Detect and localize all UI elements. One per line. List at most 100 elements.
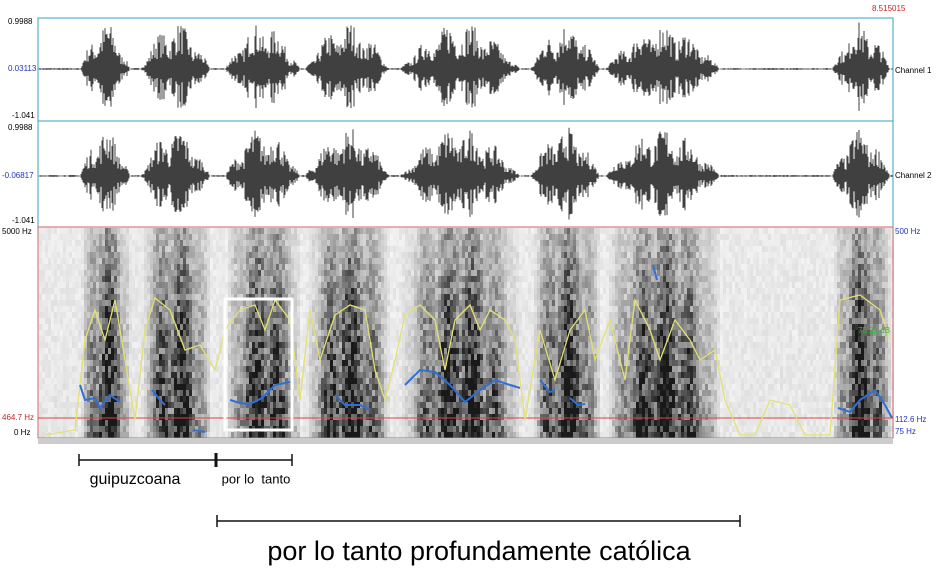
- spectrogram-cell: [228, 372, 231, 378]
- spectrogram-cell: [147, 354, 150, 360]
- spectrogram-cell: [396, 282, 399, 288]
- spectrogram-cell: [420, 258, 423, 264]
- spectrogram-cell: [315, 390, 318, 396]
- spectrogram-cell: [459, 282, 462, 288]
- spectrogram-cell: [168, 420, 171, 426]
- spectrogram-cell: [408, 318, 411, 324]
- spectrogram-cell: [204, 348, 207, 354]
- spectrogram-cell: [417, 414, 420, 420]
- spectrogram-cell: [444, 360, 447, 366]
- spectrogram-cell: [390, 348, 393, 354]
- spectrogram-cell: [84, 426, 87, 432]
- spectrogram-cell: [54, 378, 57, 384]
- spectrogram-cell: [75, 252, 78, 258]
- spectrogram-cell: [321, 378, 324, 384]
- spectrogram-cell: [243, 336, 246, 342]
- spectrogram-cell: [186, 270, 189, 276]
- spectrogram-cell: [171, 348, 174, 354]
- spectrogram-cell: [174, 276, 177, 282]
- spectrogram-cell: [333, 324, 336, 330]
- spectrogram-cell: [144, 354, 147, 360]
- spectrogram-cell: [429, 354, 432, 360]
- spectrogram-cell: [135, 342, 138, 348]
- spectrogram-cell: [414, 378, 417, 384]
- spectrogram-cell: [414, 324, 417, 330]
- spectrogram-cell: [246, 420, 249, 426]
- spectrogram-cell: [375, 324, 378, 330]
- spectrogram-cell: [426, 384, 429, 390]
- spectrogram-cell: [72, 360, 75, 366]
- spectrogram-cell: [315, 336, 318, 342]
- spectrogram-cell: [348, 276, 351, 282]
- spectrogram-cell: [120, 306, 123, 312]
- spectrogram-cell: [57, 336, 60, 342]
- spectrogram-cell: [90, 420, 93, 426]
- spectrogram-cell: [63, 360, 66, 366]
- spectrogram-cell: [114, 348, 117, 354]
- spectrogram-cell: [462, 234, 465, 240]
- spectrogram-cell: [387, 306, 390, 312]
- spectrogram-cell: [159, 270, 162, 276]
- spectrogram-cell: [72, 276, 75, 282]
- spectrogram-cell: [351, 318, 354, 324]
- spectrogram-cell: [174, 312, 177, 318]
- spectrogram-cell: [411, 402, 414, 408]
- spectrogram-cell: [153, 354, 156, 360]
- spectrogram-cell: [402, 426, 405, 432]
- spectrogram-cell: [435, 342, 438, 348]
- spectrogram-cell: [420, 294, 423, 300]
- spectrogram-cell: [48, 318, 51, 324]
- spectrogram-cell: [261, 336, 264, 342]
- spectrogram-cell: [381, 300, 384, 306]
- spectrogram-cell: [417, 228, 420, 234]
- spectrogram-cell: [102, 354, 105, 360]
- spectrogram-cell: [93, 240, 96, 246]
- spectrogram-cell: [375, 300, 378, 306]
- spectrogram-cell: [282, 372, 285, 378]
- spectrogram-cell: [318, 264, 321, 270]
- spectrogram-cell: [141, 270, 144, 276]
- spectrogram-cell: [87, 282, 90, 288]
- spectrogram-cell: [330, 246, 333, 252]
- spectrogram-cell: [60, 420, 63, 426]
- spectrogram-cell: [423, 402, 426, 408]
- spectrogram-cell: [411, 414, 414, 420]
- spectrogram-cell: [258, 246, 261, 252]
- spectrogram-cell: [249, 330, 252, 336]
- spectrogram-cell: [63, 378, 66, 384]
- spectrogram-cell: [375, 270, 378, 276]
- spectrogram-cell: [129, 342, 132, 348]
- spectrogram-cell: [405, 246, 408, 252]
- spectrogram-cell: [135, 246, 138, 252]
- spectrogram-cell: [261, 348, 264, 354]
- spectrogram-cell: [294, 330, 297, 336]
- spectrogram-cell: [210, 312, 213, 318]
- spectrogram-cell: [405, 420, 408, 426]
- spectrogram-cell: [105, 372, 108, 378]
- spectrogram-cell: [444, 264, 447, 270]
- spectrogram-cell: [405, 288, 408, 294]
- spectrogram-cell: [327, 336, 330, 342]
- spectrogram-cell: [120, 288, 123, 294]
- spectrogram-cell: [423, 348, 426, 354]
- spectrogram-cell: [288, 252, 291, 258]
- spectrogram-cell: [426, 372, 429, 378]
- spectrogram-cell: [315, 432, 318, 438]
- spectrogram-cell: [180, 390, 183, 396]
- spectrogram-cell: [402, 252, 405, 258]
- spectrogram-cell: [108, 270, 111, 276]
- spectrogram-cell: [261, 306, 264, 312]
- spectrogram-cell: [96, 426, 99, 432]
- spectrogram-cell: [75, 288, 78, 294]
- spectrogram-cell: [153, 276, 156, 282]
- spectrogram-cell: [201, 228, 204, 234]
- spectrogram-cell: [399, 348, 402, 354]
- spectrogram-cell: [306, 426, 309, 432]
- spectrogram-cell: [114, 258, 117, 264]
- spectrogram-cell: [108, 312, 111, 318]
- spectrogram-cell: [213, 276, 216, 282]
- spectrogram-cell: [312, 432, 315, 438]
- spectrogram-cell: [195, 240, 198, 246]
- spectrogram-cell: [348, 228, 351, 234]
- spectrogram-cell: [264, 258, 267, 264]
